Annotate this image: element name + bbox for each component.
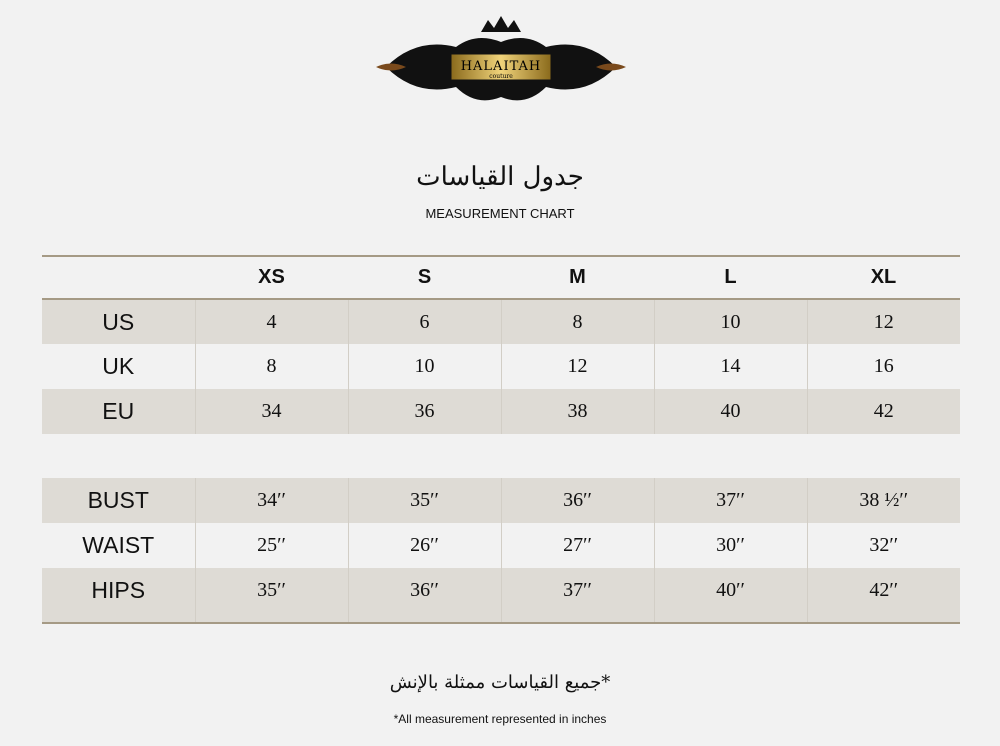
- size-header: XL: [870, 266, 897, 288]
- size-header-row: XS S M L XL: [42, 256, 960, 299]
- cell-value: 8: [500, 299, 654, 344]
- cell-value: 10: [653, 299, 807, 344]
- cell-value: 34: [194, 389, 348, 434]
- title-english: MEASUREMENT CHART: [425, 206, 575, 221]
- cell-value: 8: [194, 344, 348, 389]
- table-row: WAIST 25′′ 26′′ 27′′ 30′′ 32′′: [42, 523, 960, 568]
- cell-value: 36: [347, 389, 501, 434]
- cell-value: 40′′: [653, 568, 807, 623]
- cell-value: 16: [806, 344, 960, 389]
- table-row: US 4 6 8 10 12: [42, 299, 960, 344]
- svg-text:couture: couture: [489, 73, 513, 80]
- cell-value: 30′′: [653, 523, 807, 568]
- cell-value: 37′′: [500, 568, 654, 623]
- footnote-english: *All measurement represented in inches: [393, 712, 607, 726]
- cell-value: 36′′: [500, 478, 654, 523]
- table-row: HIPS 35′′ 36′′ 37′′ 40′′ 42′′: [42, 568, 960, 623]
- size-header: XS: [258, 266, 285, 288]
- cell-value: 34′′: [194, 478, 348, 523]
- cell-value: 35′′: [194, 568, 348, 623]
- crown-icon: [481, 16, 521, 32]
- size-conversion-table: XS S M L XL US 4 6 8 10 12 UK 8 10 12 14 16 EU 34 36 38…: [42, 255, 960, 434]
- table-row: EU 34 36 38 40 42: [42, 389, 960, 434]
- table-row: BUST 34′′ 35′′ 36′′ 37′′ 38 ½′′: [42, 478, 960, 523]
- cell-value: 38: [500, 389, 654, 434]
- brand-logo: HALAITAH couture: [376, 16, 626, 101]
- cell-value: 38 ½′′: [806, 478, 960, 523]
- svg-text:HALAITAH: HALAITAH: [461, 59, 542, 74]
- size-header: M: [569, 266, 586, 288]
- cell-value: 12: [806, 299, 960, 344]
- cell-value: 14: [653, 344, 807, 389]
- cell-value: 37′′: [653, 478, 807, 523]
- cell-value: 35′′: [347, 478, 501, 523]
- row-label: EU: [102, 398, 135, 424]
- cell-value: 40: [653, 389, 807, 434]
- size-header: L: [724, 266, 737, 288]
- row-label: BUST: [87, 487, 149, 513]
- row-label: HIPS: [91, 576, 146, 603]
- cell-value: 42′′: [806, 568, 960, 623]
- cell-value: 32′′: [806, 523, 960, 568]
- cell-value: 25′′: [194, 523, 348, 568]
- cell-value: 12: [500, 344, 654, 389]
- cell-value: 27′′: [500, 523, 654, 568]
- cell-value: 6: [347, 299, 501, 344]
- cell-value: 42: [806, 389, 960, 434]
- measurement-table: BUST 34′′ 35′′ 36′′ 37′′ 38 ½′′ WAIST 25′′ 26′′ 2…: [42, 478, 960, 624]
- row-label: UK: [102, 353, 135, 379]
- cell-value: 36′′: [347, 568, 501, 623]
- table-row: UK 8 10 12 14 16: [42, 344, 960, 389]
- footnote-arabic: *جميع القياسات ممثلة بالإنش: [389, 672, 611, 693]
- title-arabic: جدول القياسات: [416, 162, 584, 192]
- cell-value: 10: [347, 344, 501, 389]
- size-header: S: [417, 266, 432, 288]
- row-label: US: [102, 308, 135, 335]
- cell-value: 26′′: [347, 523, 501, 568]
- cell-value: 4: [194, 299, 348, 344]
- row-label: WAIST: [82, 532, 155, 558]
